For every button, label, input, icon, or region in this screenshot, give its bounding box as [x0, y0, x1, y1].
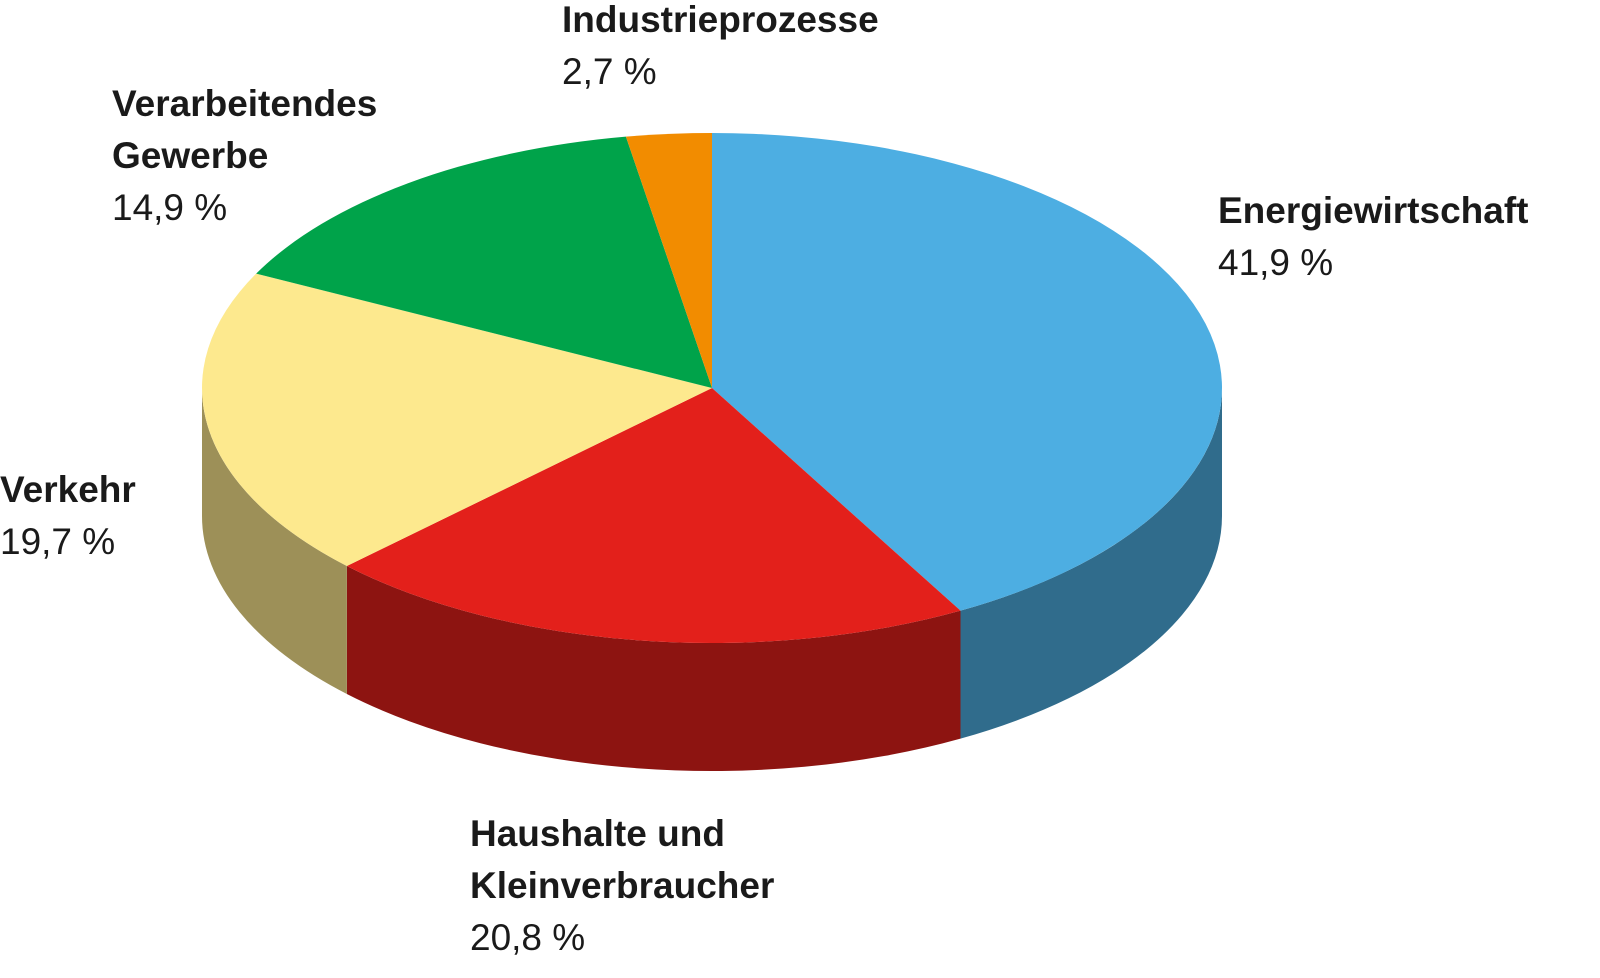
category-label: Haushalte und Kleinverbraucher [470, 813, 775, 906]
value-label: 20,8 % [470, 917, 586, 958]
slice-label: Industrieprozesse 2,7 % [562, 0, 982, 98]
value-label: 19,7 % [0, 521, 116, 562]
pie-side [960, 388, 1222, 739]
slice-label: Verarbeitendes Gewerbe 14,9 % [112, 78, 442, 234]
pie-slice [256, 136, 712, 388]
slice-label: Energiewirtschaft 41,9 % [1218, 185, 1600, 289]
pie-side [202, 388, 347, 695]
slice-label: Haushalte und Kleinverbraucher 20,8 % [470, 808, 850, 964]
pie-slice [346, 388, 961, 644]
value-label: 14,9 % [112, 187, 228, 228]
value-label: 41,9 % [1218, 242, 1334, 283]
pie-side [346, 566, 961, 772]
category-label: Verkehr [0, 469, 136, 510]
slice-label: Verkehr 19,7 % [0, 464, 300, 568]
category-label: Verarbeitendes Gewerbe [112, 83, 378, 176]
pie-slice [202, 273, 712, 567]
category-label: Industrieprozesse [562, 0, 879, 40]
category-label: Energiewirtschaft [1218, 190, 1529, 231]
value-label: 2,7 % [562, 51, 657, 92]
pie-slice [712, 133, 1223, 611]
pie-slice [625, 133, 712, 388]
